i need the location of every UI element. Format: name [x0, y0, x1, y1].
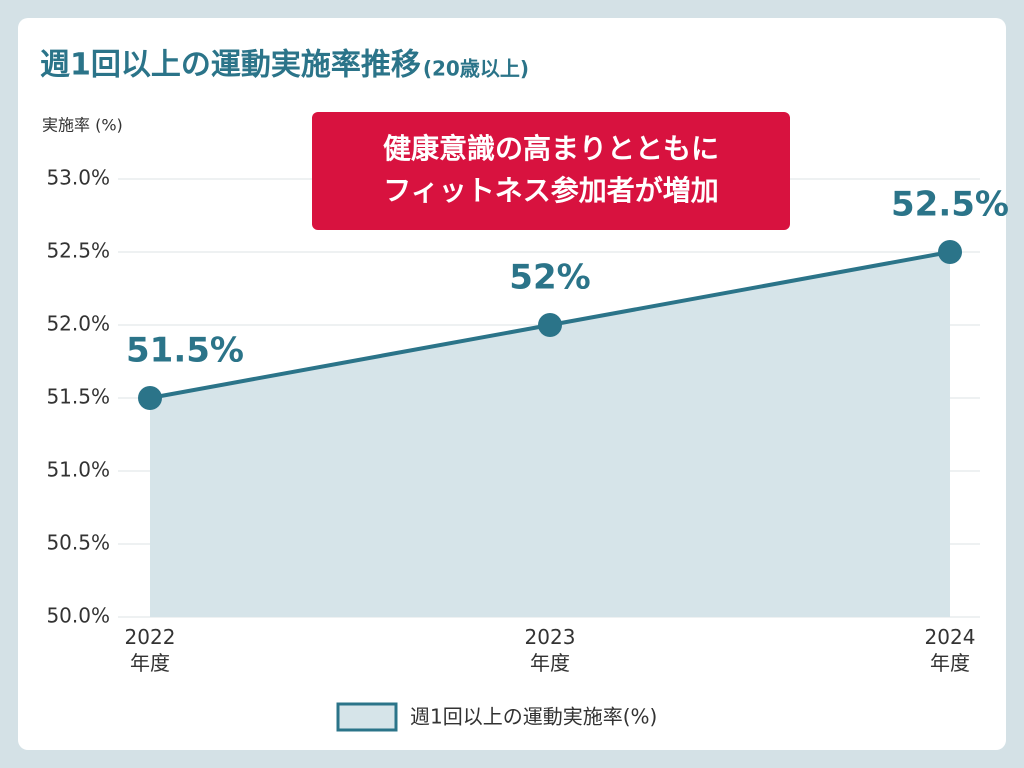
- x-tick-label: 2023年度: [524, 625, 576, 675]
- y-tick-label: 51.5%: [46, 385, 110, 409]
- y-tick-label: 52.0%: [46, 312, 110, 336]
- value-label: 52.5%: [891, 185, 1009, 225]
- x-tick-label: 2024年度: [924, 625, 976, 675]
- legend-label: 週1回以上の運動実施率(%): [410, 705, 657, 729]
- annotation-box: [312, 112, 790, 230]
- area: [150, 252, 950, 617]
- point: [538, 313, 562, 337]
- y-tick-label: 51.0%: [46, 458, 110, 482]
- y-tick-label: 50.0%: [46, 604, 110, 628]
- point: [938, 240, 962, 264]
- y-tick-label: 53.0%: [46, 166, 110, 190]
- value-label: 51.5%: [126, 331, 244, 371]
- annotation-text: 健康意識の高まりとともに: [383, 132, 719, 165]
- y-tick-label: 50.5%: [46, 531, 110, 555]
- chart-title: 週1回以上の運動実施率推移: [40, 48, 421, 83]
- x-tick-label: 2022年度: [124, 625, 176, 675]
- annotation-text: フィットネス参加者が増加: [383, 174, 718, 207]
- y-axis-label: 実施率 (%): [42, 116, 123, 135]
- y-tick-label: 52.5%: [46, 239, 110, 263]
- chart-subtitle: (20歳以上): [423, 57, 529, 81]
- legend-swatch: [336, 702, 398, 732]
- point: [138, 386, 162, 410]
- value-label: 52%: [509, 258, 590, 298]
